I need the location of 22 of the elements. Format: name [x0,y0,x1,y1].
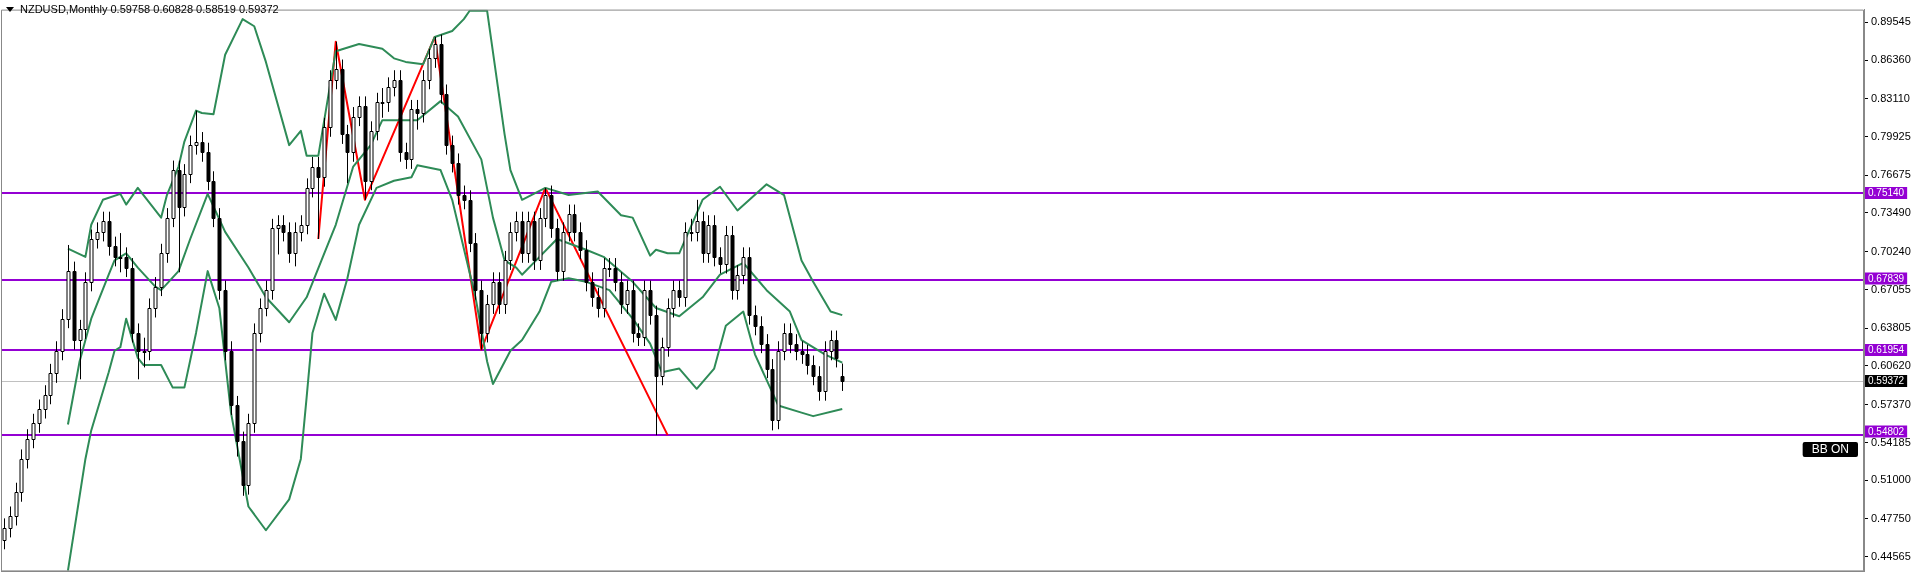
y-tick-label: 0.60620 [1871,359,1911,372]
y-tick-label: 0.44565 [1871,549,1911,562]
ref-line-label: 0.75140 [1868,187,1905,199]
y-tick-label: 0.47750 [1871,512,1911,525]
ref-line-label: 0.59372 [1868,375,1905,387]
ref-line-label: 0.54802 [1868,425,1905,437]
annotation: BB ON [1811,441,1849,456]
y-tick-label: 0.57370 [1871,397,1911,410]
y-tick-label: 0.54185 [1871,435,1911,448]
y-tick-label: 0.79925 [1871,129,1911,142]
y-tick-label: 0.76675 [1871,168,1911,181]
ref-line-label: 0.67839 [1868,272,1905,284]
y-tick-label: 0.83110 [1871,91,1910,104]
y-tick-label: 0.51000 [1871,473,1911,486]
y-tick-label: 0.67055 [1871,282,1911,295]
ref-line-label: 0.61954 [1868,344,1905,356]
y-tick-label: 0.89545 [1871,15,1911,28]
y-tick-label: 0.86360 [1871,53,1911,66]
y-tick-label: 0.73490 [1871,206,1911,219]
y-tick-label: 0.63805 [1871,321,1911,334]
chart-title: NZDUSD,Monthly 0.59758 0.60828 0.58519 0.59372 [20,3,279,15]
y-tick-label: 0.70240 [1871,244,1911,257]
